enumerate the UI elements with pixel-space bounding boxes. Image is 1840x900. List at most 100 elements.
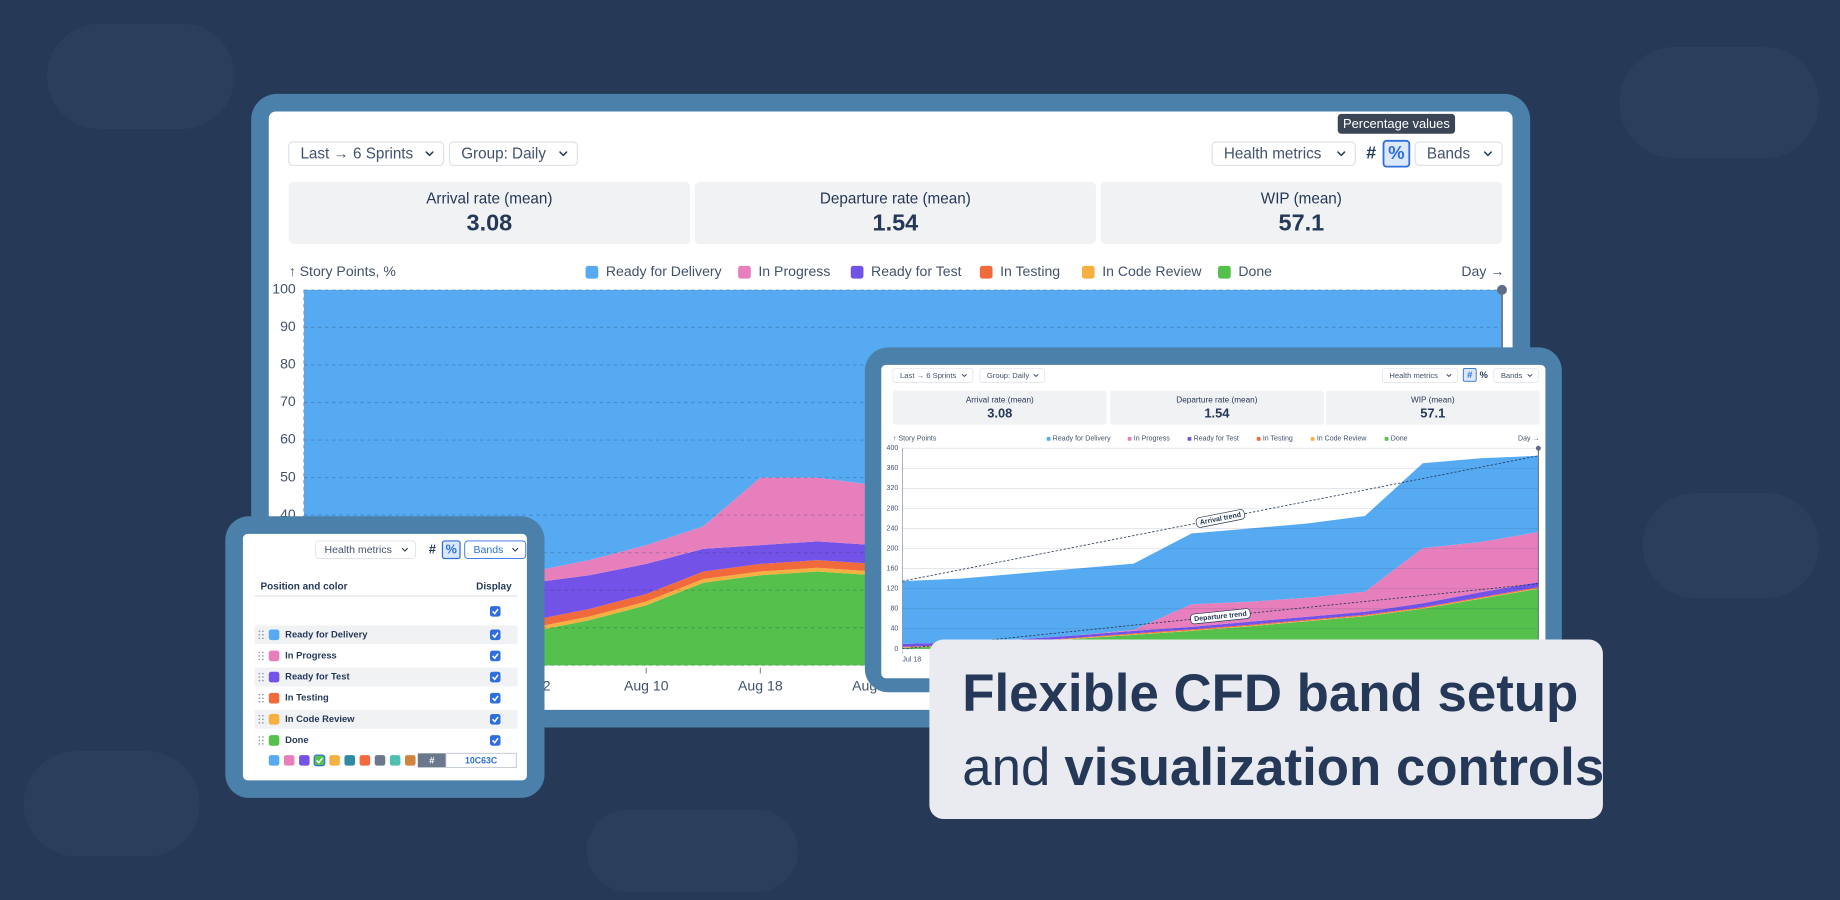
y-tick-label: 360 [887,465,899,472]
toggle-button[interactable]: % [441,540,461,560]
chevron-icon [512,547,519,552]
dropdown[interactable]: Bands [1493,368,1539,383]
dropdown[interactable]: Health metrics [1381,368,1458,383]
legend-swatch [1310,436,1315,441]
palette-swatch[interactable] [389,755,401,766]
palette-color [283,755,295,766]
checkbox[interactable] [489,606,501,617]
drag-handle-dot [262,700,264,703]
checkbox[interactable] [489,629,501,641]
metric-label: WIP (mean) [1411,395,1455,404]
row-swatch [268,671,280,683]
checkbox[interactable] [489,650,501,662]
metric-label: Departure rate (mean) [820,190,971,207]
toggle-button[interactable]: # [1366,142,1376,162]
dropdown[interactable]: Health metrics [1211,141,1356,167]
headline-background [929,639,1603,820]
palette-swatch[interactable] [268,755,280,766]
dropdown[interactable]: Group: Daily [979,368,1045,383]
chevron-icon [401,547,408,552]
chevron-icon [1483,151,1492,157]
palette-color [359,755,371,766]
row-swatch [268,692,280,704]
row-swatch [268,735,280,746]
toggle-button[interactable]: % [1480,370,1488,380]
dropdown[interactable]: Last → 6 Sprints [892,368,974,383]
palette-swatch[interactable] [359,755,371,766]
legend-label: In Testing [1000,263,1060,279]
drag-handle-dot [262,672,264,675]
dropdown-box [464,540,527,559]
legend-label: In Code Review [1102,263,1202,279]
toggle-button[interactable]: # [1462,367,1477,382]
drag-handle-dot [258,658,261,661]
hex-prefix: # [429,755,435,765]
dropdown-box [1211,141,1356,167]
checkbox[interactable] [489,735,501,746]
metric-value: 3.08 [987,405,1012,420]
metric-card [694,181,1097,245]
legend-label: In Progress [1134,436,1170,443]
drag-handle-dot [262,676,264,678]
drag-handle-dot [258,693,261,696]
dropdown[interactable]: Group: Daily [448,141,578,167]
palette-swatch[interactable] [374,755,386,766]
palette-swatch[interactable] [344,755,356,766]
legend-swatch [1187,436,1192,441]
tooltip-box [1337,113,1456,134]
pattern-blob [1643,493,1819,599]
drag-handle-dot [258,700,261,703]
dropdown-box [448,141,578,167]
row-label: Ready for Test [285,672,349,682]
toggle-button[interactable]: % [1382,139,1411,168]
dropdown-label: Group: Daily [987,371,1029,380]
inset-window: Last → 6 Sprints Group: Daily Health metri… [864,347,1562,693]
dropdown-box [1381,368,1458,383]
drag-handle-dot [262,718,264,721]
tooltip-text: Percentage values [1343,116,1450,131]
legend-swatch [1081,265,1095,279]
y-tick-label: 400 [887,445,899,452]
toggle-button[interactable]: # [429,543,436,557]
chevron-icon [1527,374,1533,377]
dropdown-box [288,141,445,167]
row-stripe [254,667,518,687]
trend-annotation: Departure trend [1190,608,1251,625]
checkbox-check [492,737,499,744]
palette-swatch[interactable] [299,755,310,766]
y-tick-label: 80 [280,356,296,372]
pattern-blob [587,810,798,892]
dropdown-label: Health metrics [324,544,391,556]
palette-color [313,754,326,767]
x-tick-label: Aug 10 [624,677,669,693]
checkbox[interactable] [489,692,501,704]
checkbox-check [492,695,499,702]
palette-swatch[interactable] [329,755,340,766]
drag-handle-dot [258,655,261,657]
drag-handle-dot [262,743,264,745]
drag-handle-dot [262,721,264,724]
palette-swatch[interactable] [404,755,416,766]
pattern-blob [47,23,235,129]
y-axis-title: ↑ Story Points [893,436,937,443]
row-swatch [268,629,280,641]
checkbox[interactable] [489,714,501,725]
checkbox-box [489,629,501,641]
toggle-label: # [429,543,436,557]
palette-swatch[interactable] [313,754,326,767]
dropdown-label: Health metrics [1224,145,1322,162]
dropdown[interactable]: Last → 6 Sprints [288,141,445,167]
dropdown[interactable]: Bands [464,540,527,559]
dropdown-label: Last → 6 Sprints [900,371,956,380]
y-tick-label: 0 [894,646,898,653]
dropdown[interactable]: Bands [1414,141,1503,167]
checkbox[interactable] [489,671,501,683]
legend-swatch [1218,265,1231,279]
drag-handle-dot [262,637,264,640]
metric-value: 1.54 [873,209,919,235]
row-swatch [268,650,280,662]
dropdown[interactable]: Health metrics [315,540,416,559]
hex-input[interactable] [445,752,517,768]
palette-swatch[interactable] [283,755,295,766]
palette-color [374,755,386,766]
